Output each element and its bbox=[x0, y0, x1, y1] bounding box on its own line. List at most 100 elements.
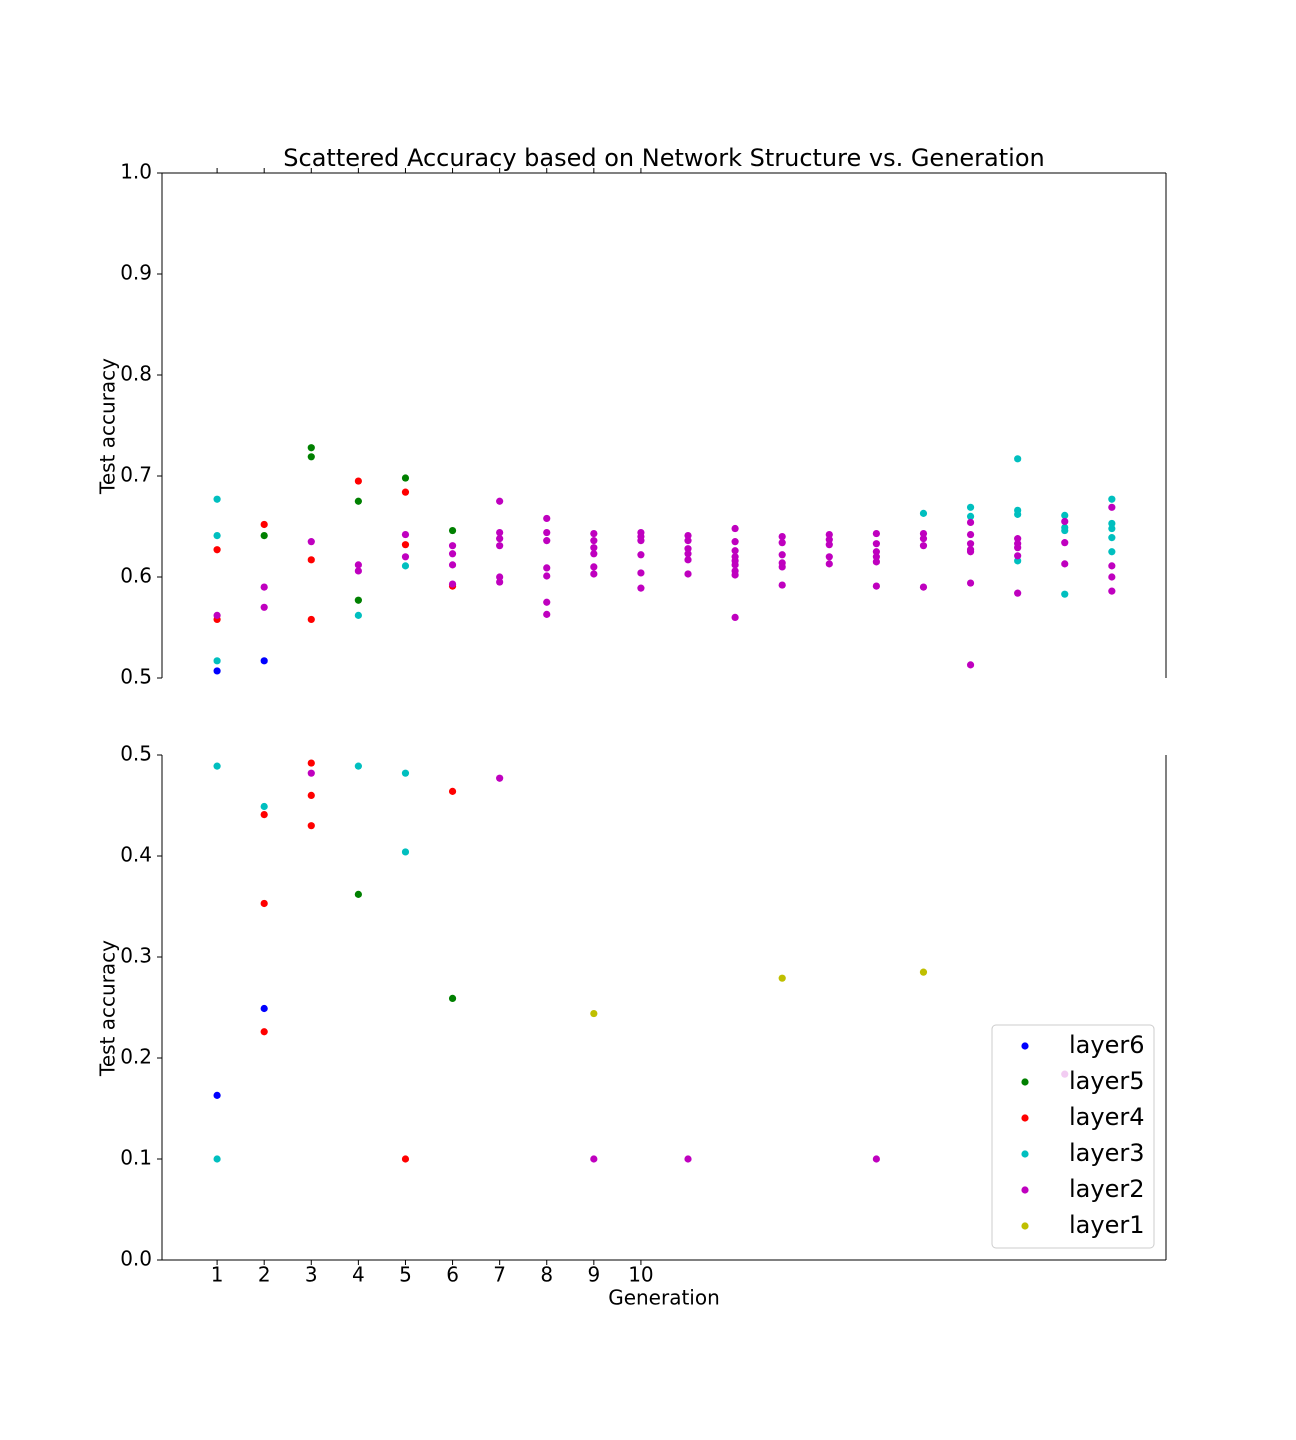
data-point bbox=[919, 535, 928, 543]
data-point bbox=[1014, 552, 1022, 560]
data-point bbox=[401, 553, 410, 561]
data-point bbox=[307, 444, 315, 452]
y-tick-label: 0.3 bbox=[120, 944, 152, 968]
data-point bbox=[543, 610, 551, 618]
data-point bbox=[307, 769, 315, 777]
data-point bbox=[496, 578, 504, 586]
data-point bbox=[684, 556, 692, 564]
data-point bbox=[496, 535, 504, 543]
data-point bbox=[1014, 589, 1022, 597]
legend-marker bbox=[1021, 1042, 1029, 1050]
data-point bbox=[448, 994, 457, 1003]
data-point bbox=[401, 530, 410, 539]
legend-marker bbox=[1021, 1114, 1029, 1122]
data-point bbox=[260, 657, 268, 665]
data-point bbox=[213, 611, 221, 619]
data-point bbox=[260, 1004, 268, 1013]
data-point bbox=[1061, 517, 1069, 526]
data-point bbox=[543, 514, 551, 523]
x-tick-label: 2 bbox=[258, 1263, 271, 1287]
data-point bbox=[1061, 526, 1069, 535]
x-tick-label: 6 bbox=[446, 1263, 459, 1287]
data-point bbox=[1108, 534, 1116, 542]
x-axis-label: Generation bbox=[608, 1286, 720, 1310]
data-point bbox=[1108, 524, 1116, 533]
data-point bbox=[637, 537, 645, 545]
data-point bbox=[401, 1155, 410, 1163]
data-point bbox=[1108, 519, 1116, 528]
data-point bbox=[684, 570, 692, 578]
y-axis-label: Test accuracy bbox=[96, 940, 120, 1077]
data-point bbox=[778, 551, 786, 559]
data-point bbox=[1108, 587, 1116, 595]
data-point bbox=[448, 526, 457, 535]
data-point bbox=[590, 550, 598, 558]
data-point bbox=[401, 474, 410, 482]
data-point bbox=[260, 1028, 268, 1036]
data-point bbox=[825, 541, 833, 549]
data-point bbox=[731, 547, 739, 555]
data-point bbox=[307, 453, 315, 461]
data-point bbox=[778, 563, 786, 571]
x-tick-label: 8 bbox=[540, 1263, 553, 1287]
data-point bbox=[637, 584, 645, 592]
data-point bbox=[872, 553, 880, 561]
legend-marker bbox=[1021, 1186, 1029, 1194]
data-point bbox=[637, 551, 645, 559]
legend-marker bbox=[1021, 1150, 1029, 1158]
data-point bbox=[637, 569, 645, 577]
data-point bbox=[543, 564, 551, 572]
data-point bbox=[684, 545, 692, 553]
data-point bbox=[778, 539, 786, 547]
data-point bbox=[307, 615, 315, 624]
data-point bbox=[260, 583, 268, 591]
data-point bbox=[1108, 548, 1116, 556]
legend-marker bbox=[1021, 1078, 1029, 1086]
data-point bbox=[825, 560, 833, 568]
data-point bbox=[731, 538, 739, 546]
legend-box bbox=[991, 1024, 1155, 1249]
data-point bbox=[260, 603, 268, 611]
legend: layer6 layer5 layer4 layer3 layer2 layer1 bbox=[991, 1024, 1155, 1249]
data-point bbox=[496, 497, 504, 505]
data-point bbox=[260, 531, 268, 540]
data-point bbox=[1108, 503, 1116, 511]
data-point bbox=[213, 531, 221, 540]
data-point bbox=[496, 528, 504, 537]
data-point bbox=[590, 1155, 598, 1163]
data-point bbox=[1108, 573, 1116, 581]
data-point bbox=[448, 542, 457, 550]
data-point bbox=[543, 537, 551, 545]
legend-label: layer5 bbox=[1069, 1067, 1144, 1095]
data-point bbox=[919, 529, 928, 538]
data-point bbox=[1061, 560, 1069, 568]
data-point bbox=[731, 613, 739, 622]
data-point bbox=[448, 787, 457, 795]
legend-label: layer1 bbox=[1069, 1211, 1144, 1239]
data-point bbox=[966, 661, 975, 669]
data-point bbox=[213, 1091, 221, 1099]
data-point bbox=[213, 546, 221, 554]
data-point bbox=[307, 538, 315, 546]
data-point bbox=[1014, 455, 1022, 463]
y-tick-label: 0.5 bbox=[120, 742, 152, 766]
y-tick-label: 0.1 bbox=[120, 1146, 152, 1170]
data-point bbox=[1014, 535, 1022, 543]
data-point bbox=[684, 531, 692, 540]
data-point bbox=[966, 518, 975, 527]
data-point bbox=[354, 596, 362, 604]
data-point bbox=[260, 520, 268, 529]
data-point bbox=[213, 657, 221, 665]
data-point bbox=[448, 550, 457, 558]
data-point bbox=[919, 509, 928, 517]
data-point bbox=[966, 548, 975, 556]
data-point bbox=[731, 561, 739, 569]
data-point bbox=[307, 556, 315, 564]
data-point bbox=[401, 488, 410, 496]
data-point bbox=[684, 537, 692, 545]
data-point bbox=[966, 512, 975, 521]
data-point bbox=[307, 759, 315, 767]
y-tick-label: 0.6 bbox=[120, 564, 152, 588]
x-tick-label: 4 bbox=[352, 1263, 365, 1287]
